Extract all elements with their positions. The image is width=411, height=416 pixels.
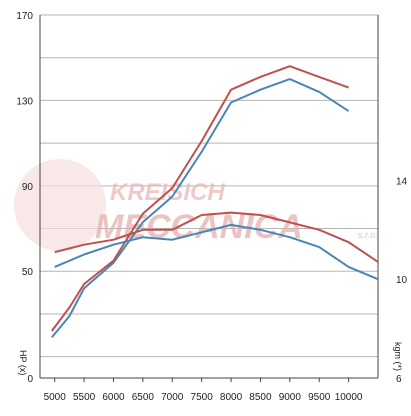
y-left-tick-label: 90 [22, 182, 34, 193]
y-left-axis-label: HP (x) [18, 350, 28, 375]
x-tick-label: 8500 [249, 392, 272, 403]
watermark-suffix: s.r.o. [358, 230, 378, 240]
x-tick-label: 10000 [335, 392, 363, 403]
x-tick-label: 6000 [102, 392, 125, 403]
tick-labels: 5000 5500 6000 6500 7000 7500 8000 8500 9000 9500… [16, 11, 407, 403]
hp-series-line [51, 78, 350, 339]
torque-series-line [54, 223, 379, 281]
y-left-tick-label: 50 [22, 267, 34, 278]
x-tick-label: 7500 [191, 392, 214, 403]
x-tick-label: 6500 [132, 392, 155, 403]
series-lines [50, 65, 379, 339]
y-right-tick-label: 6 [396, 374, 402, 385]
torque-series-line [54, 211, 379, 263]
x-tick-label: 7000 [161, 392, 184, 403]
x-tick-label: 5000 [44, 392, 67, 403]
axes [39, 15, 379, 382]
y-left-tick-label: 170 [16, 11, 33, 22]
y-left-tick-label: 0 [27, 374, 33, 385]
x-tick-label: 5500 [73, 392, 96, 403]
y-left-tick-label: 130 [16, 96, 33, 107]
x-tick-label: 9500 [308, 392, 331, 403]
y-right-tick-label: 14 [396, 176, 408, 187]
x-tick-label: 9000 [279, 392, 302, 403]
watermark-circle [14, 159, 106, 251]
watermark-logo: KREISICH MECCANICA s.r.o. [14, 159, 378, 251]
x-tick-label: 8000 [220, 392, 243, 403]
hp-series-line [50, 65, 349, 332]
y-right-axis-label: kgm (*) [393, 342, 403, 371]
y-right-tick-label: 10 [396, 275, 408, 286]
